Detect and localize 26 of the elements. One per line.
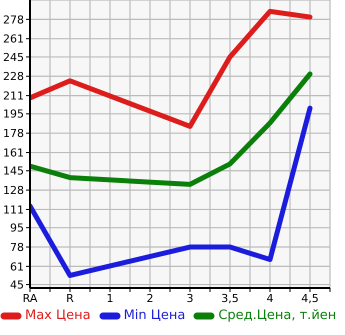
x-tick-label: 1 <box>106 292 114 305</box>
y-tick-label: 45 <box>10 278 24 292</box>
x-tick-label: 4,5 <box>301 292 319 305</box>
y-tick-label: 161 <box>3 146 24 160</box>
legend-label: Min Цена <box>122 308 186 323</box>
x-tick-label: 4 <box>266 292 274 305</box>
x-tick-label: R <box>66 292 74 305</box>
y-tick-label: 178 <box>3 127 24 140</box>
y-tick-label: 111 <box>3 203 24 216</box>
y-tick-label: 78 <box>10 240 24 254</box>
y-tick-label: 195 <box>3 108 24 121</box>
x-tick-label: 3 <box>186 292 194 305</box>
y-tick-label: 211 <box>3 90 24 103</box>
x-tick-label: RA <box>22 292 38 305</box>
y-tick-label: 128 <box>3 184 24 198</box>
x-tick-label: 2 <box>146 292 154 305</box>
x-tick-label: 3,5 <box>221 292 239 305</box>
y-tick-label: 261 <box>3 32 24 46</box>
y-tick-label: 95 <box>10 222 24 235</box>
y-tick-label: 278 <box>3 13 24 26</box>
y-tick-label: 61 <box>10 260 24 274</box>
y-tick-label: 145 <box>3 164 24 178</box>
legend-label: Max Цена <box>24 308 91 323</box>
legend-label: Сред.Цена, т.йен <box>217 308 336 323</box>
y-tick-label: 228 <box>3 70 24 84</box>
y-tick-label: 245 <box>3 50 24 64</box>
